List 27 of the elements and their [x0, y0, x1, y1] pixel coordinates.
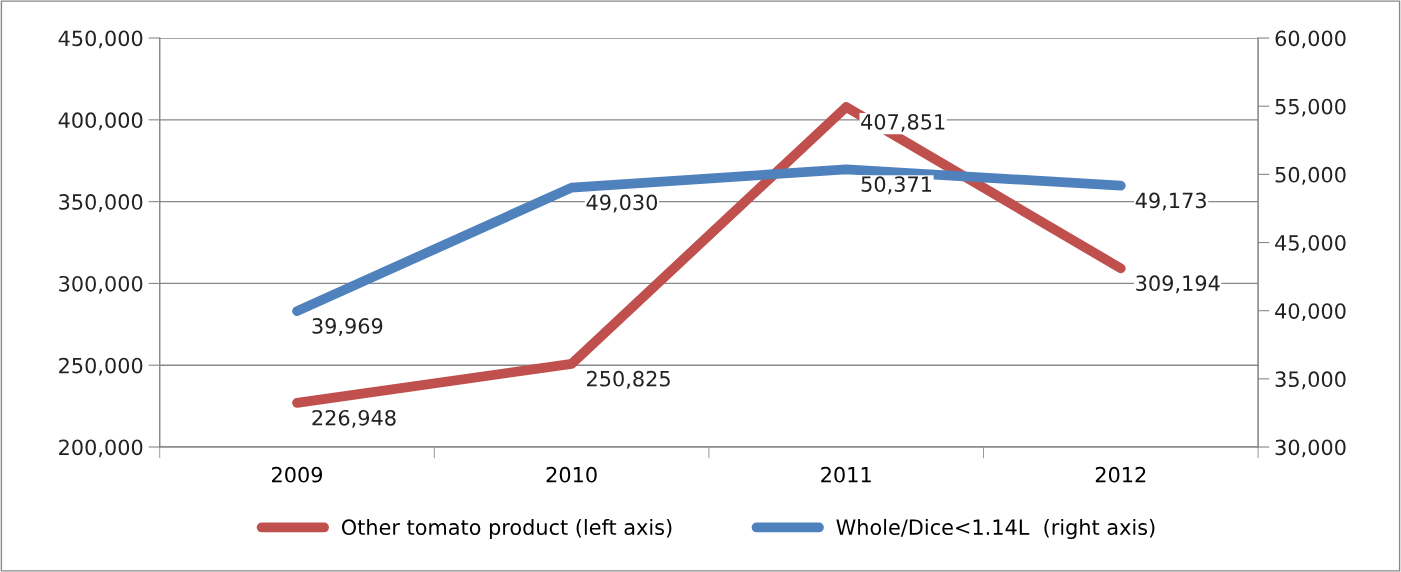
x-tick-label: 2012 [1095, 466, 1146, 483]
y2-tick-label: 55,000 [1275, 98, 1346, 117]
data-label: 49,173 [1135, 192, 1206, 211]
y2-tick-label: 60,000 [1275, 30, 1346, 49]
legend-label: Whole/Dice<1.14L (right axis) [836, 518, 1155, 540]
data-label: 226,948 [312, 409, 396, 428]
data-label: 49,030 [586, 194, 658, 213]
data-label: 407,851 [861, 113, 945, 132]
data-label: 39,969 [312, 318, 383, 336]
x-tick-label: 2009 [272, 466, 323, 483]
y2-tick-label: 50,000 [1275, 166, 1346, 185]
x-tick-label: 2011 [821, 466, 871, 483]
data-label: 50,371 [861, 176, 932, 195]
y-tick-label: 200,000 [59, 439, 143, 458]
y2-tick-label: 40,000 [1275, 303, 1346, 322]
y-tick-label: 300,000 [59, 275, 143, 294]
y-tick-label: 450,000 [58, 30, 143, 49]
data-label: 309,194 [1136, 275, 1220, 294]
y2-tick-label: 35,000 [1275, 371, 1346, 390]
y2-tick-label: 45,000 [1275, 234, 1346, 253]
data-label: 250,825 [587, 370, 670, 389]
y2-tick-label: 30,000 [1275, 439, 1346, 458]
y-tick-label: 400,000 [58, 112, 143, 131]
legend-label: Other tomato product (left axis) [341, 518, 672, 540]
x-tick-label: 2010 [546, 466, 597, 483]
y-tick-label: 350,000 [59, 194, 143, 212]
y-tick-label: 250,000 [59, 357, 143, 376]
